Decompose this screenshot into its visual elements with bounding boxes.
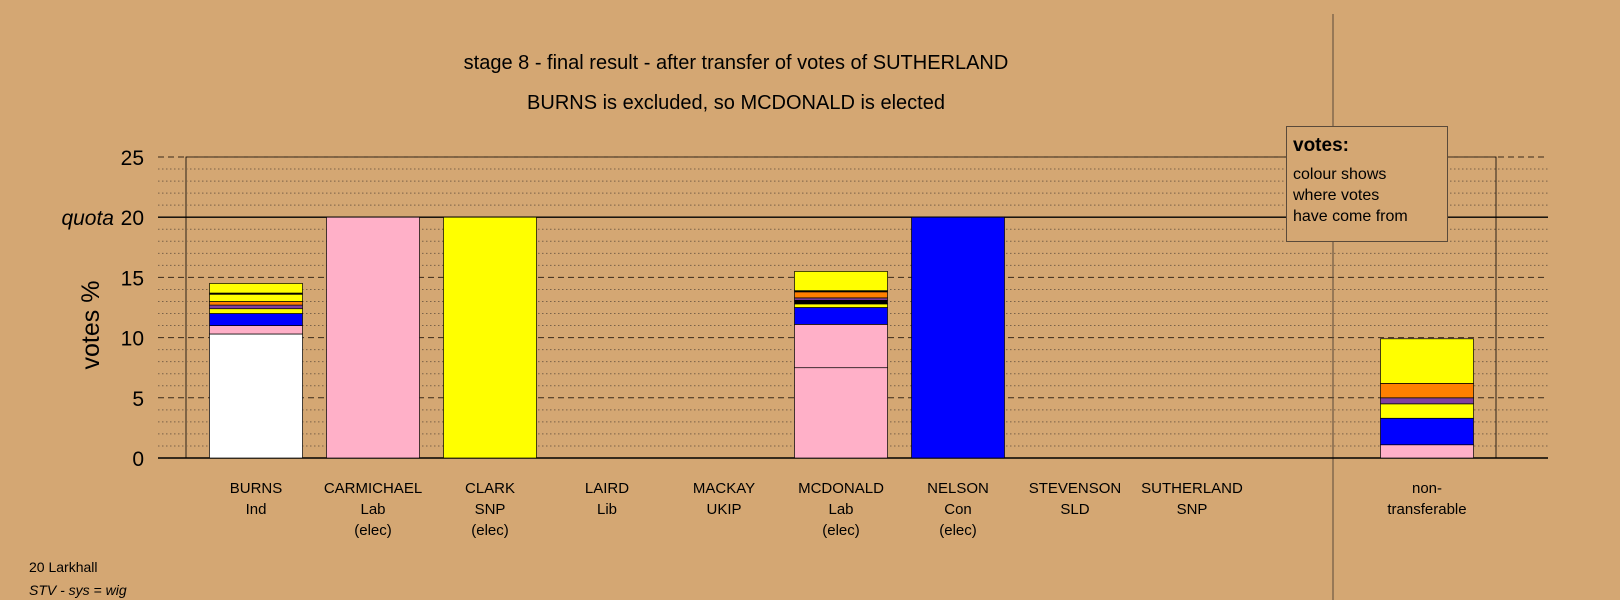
label-line: (elec) (354, 522, 392, 539)
legend-line: colour shows (1293, 166, 1387, 183)
y-tick-label: 10 (121, 328, 144, 351)
y-tick-label: 20 (121, 207, 144, 230)
label-line: NELSON (927, 480, 989, 497)
candidate-clark-bar-segment (443, 216, 537, 459)
label-line: (elec) (822, 522, 860, 539)
candidate-carmichael-label: CARMICHAEL Lab (elec) (308, 478, 438, 541)
nontransferable-bar-segment (1380, 397, 1474, 405)
candidate-burns-label: BURNS Ind (191, 478, 321, 520)
chart-subtitle: BURNS is excluded, so MCDONALD is electe… (527, 92, 945, 114)
nontransferable-bar-segment (1380, 444, 1474, 459)
label-line: MACKAY (692, 480, 756, 497)
legend-line: have come from (1293, 208, 1408, 225)
candidate-burns-bar-segment (209, 283, 303, 294)
label-line: CLARK (464, 480, 516, 497)
label-line: Lab (828, 501, 854, 518)
nontransferable-bar-segment (1380, 417, 1474, 446)
candidate-sutherland-label: SUTHERLAND SNP (1127, 478, 1257, 520)
legend-line: where votes (1293, 187, 1380, 204)
quota-label: quota (61, 207, 114, 230)
label-line: CARMICHAEL (323, 480, 423, 497)
label-line: MCDONALD (798, 480, 884, 497)
candidate-nelson-label: NELSON Con (elec) (893, 478, 1023, 541)
label-line: Con (944, 501, 972, 518)
candidate-stevenson-label: STEVENSON SLD (1010, 478, 1140, 520)
candidate-mcdonald-bar-segment (794, 271, 888, 291)
candidate-carmichael-bar-segment (326, 216, 420, 459)
footer-ward: 20 Larkhall (29, 559, 98, 575)
label-line: non- (1411, 480, 1443, 497)
y-tick-label: 25 (121, 147, 144, 170)
candidate-mcdonald-bar-segment (794, 324, 888, 369)
candidate-mcdonald-bar-segment (794, 307, 888, 325)
candidate-mcdonald-bar-segment (794, 297, 888, 301)
candidate-burns-bar-segment (209, 301, 303, 306)
candidate-mackay-label: MACKAY UKIP (659, 478, 789, 520)
candidate-burns-bar-segment (209, 293, 303, 302)
label-line: (elec) (471, 522, 509, 539)
candidate-burns-bar-segment (209, 308, 303, 314)
candidate-burns-bar-segment (209, 313, 303, 326)
y-tick-label: 0 (132, 448, 144, 471)
label-line: SNP (1176, 501, 1208, 518)
candidate-mcdonald-bar-segment (794, 299, 888, 305)
label-line: Lib (596, 501, 618, 518)
y-tick-label: 5 (132, 388, 144, 411)
candidate-mcdonald-bar-segment (794, 291, 888, 299)
nontransferable-bar-segment (1380, 403, 1474, 419)
label-line: STEVENSON (1028, 480, 1122, 497)
label-line: UKIP (706, 501, 742, 518)
chart-title: stage 8 - final result - after transfer … (463, 52, 1009, 74)
label-line: SNP (474, 501, 506, 518)
label-line: Lab (360, 501, 386, 518)
label-line: (elec) (939, 522, 977, 539)
candidate-burns-bar-segment (209, 333, 303, 459)
label-line: SUTHERLAND (1141, 480, 1243, 497)
candidate-burns-bar-segment (209, 325, 303, 335)
candidate-clark-label: CLARK SNP (elec) (425, 478, 555, 541)
label-line: Ind (245, 501, 267, 518)
candidate-mcdonald-label: MCDONALD Lab (elec) (776, 478, 906, 541)
label-line: SLD (1060, 501, 1090, 518)
nontransferable-bar-segment (1380, 383, 1474, 399)
candidate-nelson-bar-segment (911, 216, 1005, 459)
label-line: BURNS (229, 480, 283, 497)
candidate-mcdonald-bar-segment (794, 303, 888, 308)
legend: votes: colour shows where votes have com… (1286, 126, 1448, 242)
label-line: LAIRD (584, 480, 630, 497)
nontransferable-bar-segment (1380, 338, 1474, 384)
candidate-mcdonald-bar-segment (794, 367, 888, 459)
label-line: transferable (1387, 501, 1467, 518)
footer-system: STV - sys = wig (29, 582, 127, 598)
candidate-burns-bar-segment (209, 304, 303, 310)
legend-title: votes: (1293, 135, 1349, 156)
y-tick-label: 15 (121, 267, 144, 290)
nontransferable-label: non-transferable (1362, 478, 1492, 520)
y-axis-title: votes % (77, 281, 105, 370)
candidate-laird-label: LAIRD Lib (542, 478, 672, 520)
